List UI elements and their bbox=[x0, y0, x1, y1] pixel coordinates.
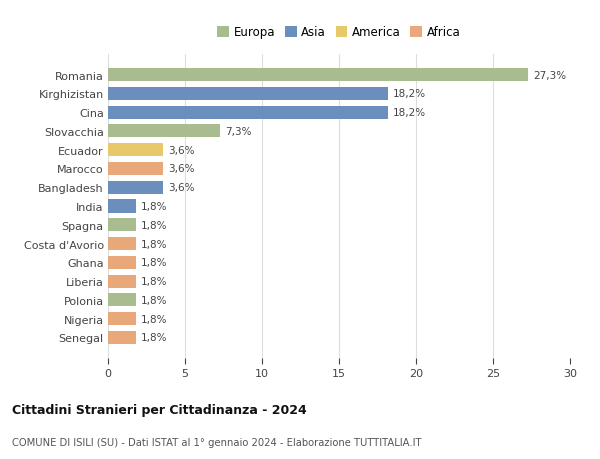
Bar bbox=[108, 125, 220, 138]
Bar bbox=[108, 219, 136, 232]
Text: 3,6%: 3,6% bbox=[168, 146, 194, 155]
Text: 1,8%: 1,8% bbox=[140, 276, 167, 286]
Bar bbox=[108, 88, 388, 101]
Text: 3,6%: 3,6% bbox=[168, 164, 194, 174]
Bar bbox=[108, 313, 136, 325]
Bar bbox=[108, 162, 163, 176]
Bar bbox=[108, 69, 529, 82]
Bar bbox=[108, 200, 136, 213]
Bar bbox=[108, 294, 136, 307]
Legend: Europa, Asia, America, Africa: Europa, Asia, America, Africa bbox=[212, 22, 466, 44]
Text: 1,8%: 1,8% bbox=[140, 314, 167, 324]
Text: 1,8%: 1,8% bbox=[140, 333, 167, 343]
Text: 1,8%: 1,8% bbox=[140, 202, 167, 212]
Text: 18,2%: 18,2% bbox=[393, 108, 426, 118]
Bar bbox=[108, 256, 136, 269]
Text: 1,8%: 1,8% bbox=[140, 220, 167, 230]
Text: 27,3%: 27,3% bbox=[533, 70, 566, 80]
Bar bbox=[108, 237, 136, 251]
Bar bbox=[108, 106, 388, 119]
Text: 1,8%: 1,8% bbox=[140, 295, 167, 305]
Bar bbox=[108, 181, 163, 194]
Text: 7,3%: 7,3% bbox=[225, 127, 251, 137]
Bar bbox=[108, 331, 136, 344]
Text: 18,2%: 18,2% bbox=[393, 89, 426, 99]
Bar bbox=[108, 275, 136, 288]
Text: Cittadini Stranieri per Cittadinanza - 2024: Cittadini Stranieri per Cittadinanza - 2… bbox=[12, 403, 307, 416]
Text: 1,8%: 1,8% bbox=[140, 258, 167, 268]
Text: 1,8%: 1,8% bbox=[140, 239, 167, 249]
Bar bbox=[108, 144, 163, 157]
Text: 3,6%: 3,6% bbox=[168, 183, 194, 193]
Text: COMUNE DI ISILI (SU) - Dati ISTAT al 1° gennaio 2024 - Elaborazione TUTTITALIA.I: COMUNE DI ISILI (SU) - Dati ISTAT al 1° … bbox=[12, 437, 421, 447]
